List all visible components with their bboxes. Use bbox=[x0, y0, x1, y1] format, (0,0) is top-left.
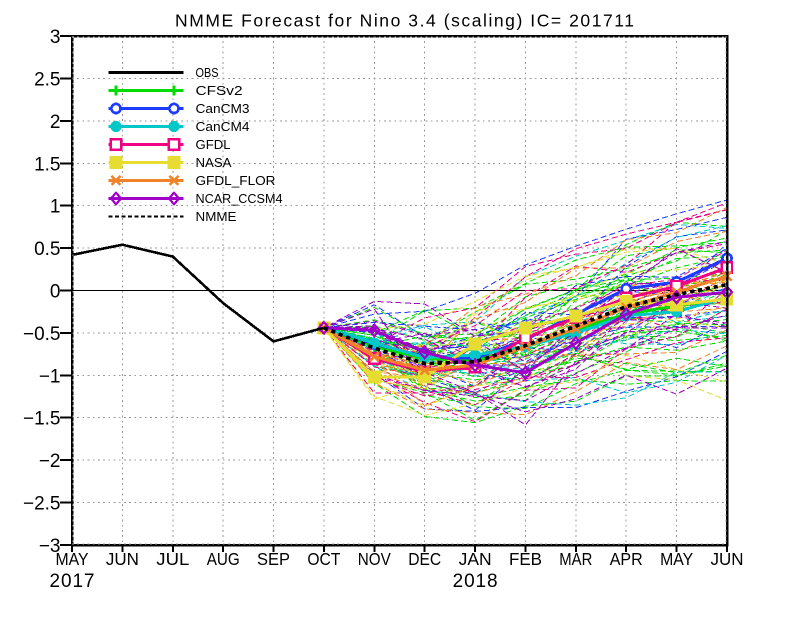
svg-text:JUN: JUN bbox=[106, 549, 139, 569]
svg-text:DEC: DEC bbox=[408, 549, 441, 569]
svg-text:NMME: NMME bbox=[196, 209, 237, 224]
svg-text:MAY: MAY bbox=[56, 549, 89, 569]
svg-text:2.5: 2.5 bbox=[34, 69, 60, 90]
svg-text:JUN: JUN bbox=[711, 549, 744, 569]
svg-text:−1: −1 bbox=[39, 366, 61, 387]
svg-text:OCT: OCT bbox=[307, 549, 340, 569]
svg-text:1: 1 bbox=[50, 197, 61, 218]
svg-text:GFDL: GFDL bbox=[196, 137, 231, 152]
svg-text:2018: 2018 bbox=[453, 571, 498, 592]
svg-text:GFDL_FLOR: GFDL_FLOR bbox=[196, 173, 276, 188]
svg-text:3: 3 bbox=[50, 27, 61, 48]
svg-text:APR: APR bbox=[610, 549, 643, 569]
svg-text:0: 0 bbox=[50, 282, 61, 303]
svg-text:2: 2 bbox=[50, 112, 61, 133]
svg-text:NASA: NASA bbox=[196, 155, 232, 170]
svg-text:AUG: AUG bbox=[207, 549, 240, 569]
svg-text:0.5: 0.5 bbox=[34, 239, 60, 260]
svg-text:CanCM4: CanCM4 bbox=[196, 119, 250, 134]
svg-text:JAN: JAN bbox=[459, 549, 492, 569]
svg-text:SEP: SEP bbox=[257, 549, 290, 569]
svg-text:−0.5: −0.5 bbox=[23, 324, 61, 345]
svg-text:OBS: OBS bbox=[196, 65, 219, 80]
svg-text:JUL: JUL bbox=[156, 549, 189, 569]
svg-text:−3: −3 bbox=[39, 536, 61, 557]
svg-text:FEB: FEB bbox=[509, 549, 542, 569]
svg-text:MAR: MAR bbox=[559, 549, 592, 569]
svg-text:CanCM3: CanCM3 bbox=[196, 101, 250, 116]
svg-text:2017: 2017 bbox=[50, 571, 95, 592]
svg-text:−1.5: −1.5 bbox=[23, 409, 61, 430]
svg-text:NOV: NOV bbox=[358, 549, 391, 569]
svg-text:MAY: MAY bbox=[660, 549, 693, 569]
svg-text:NCAR_CCSM4: NCAR_CCSM4 bbox=[196, 191, 283, 206]
svg-text:−2.5: −2.5 bbox=[23, 494, 61, 515]
svg-text:1.5: 1.5 bbox=[34, 154, 60, 175]
svg-text:−2: −2 bbox=[39, 451, 61, 472]
svg-text:CFSv2: CFSv2 bbox=[196, 83, 243, 98]
svg-text:NMME Forecast for Nino 3.4 (sc: NMME Forecast for Nino 3.4 (scaling) IC=… bbox=[175, 11, 634, 31]
